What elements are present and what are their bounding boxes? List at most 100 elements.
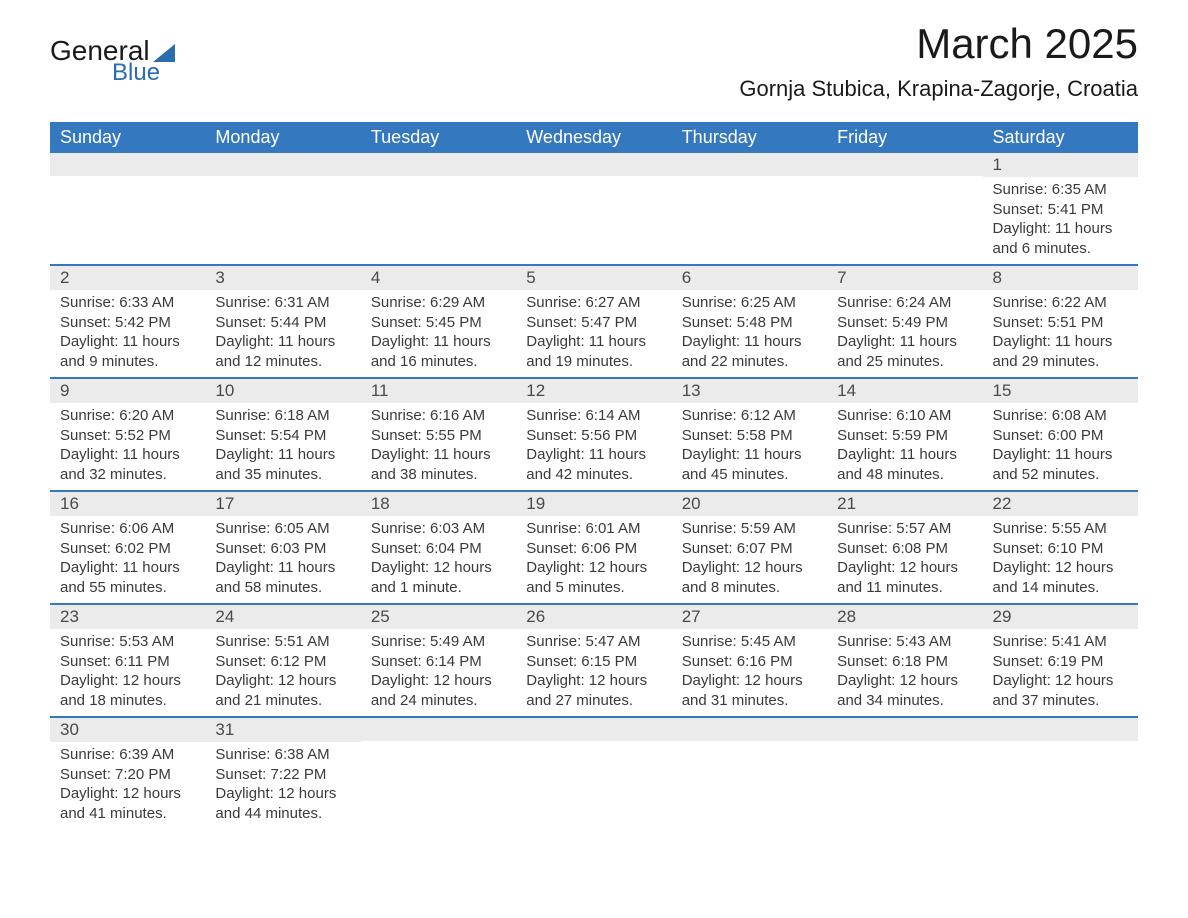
daylight-text-2: and 42 minutes.	[526, 465, 661, 485]
daylight-text-2: and 45 minutes.	[682, 465, 817, 485]
sunrise-text: Sunrise: 6:03 AM	[371, 519, 506, 539]
day-cell	[205, 153, 360, 265]
daylight-text-1: Daylight: 11 hours	[215, 332, 350, 352]
day-empty-header	[983, 718, 1138, 741]
daylight-text-1: Daylight: 11 hours	[993, 332, 1128, 352]
sunset-text: Sunset: 5:51 PM	[993, 313, 1128, 333]
day-number: 8	[983, 266, 1138, 290]
daylight-text-2: and 18 minutes.	[60, 691, 195, 711]
day-empty-header	[50, 153, 205, 176]
sunset-text: Sunset: 6:19 PM	[993, 652, 1128, 672]
day-cell: 11Sunrise: 6:16 AMSunset: 5:55 PMDayligh…	[361, 378, 516, 491]
calendar-week-row: 2Sunrise: 6:33 AMSunset: 5:42 PMDaylight…	[50, 265, 1138, 378]
sunrise-text: Sunrise: 6:35 AM	[993, 180, 1128, 200]
day-cell: 27Sunrise: 5:45 AMSunset: 6:16 PMDayligh…	[672, 604, 827, 717]
daylight-text-2: and 14 minutes.	[993, 578, 1128, 598]
sunset-text: Sunset: 5:44 PM	[215, 313, 350, 333]
daylight-text-1: Daylight: 11 hours	[837, 332, 972, 352]
sunrise-text: Sunrise: 6:12 AM	[682, 406, 817, 426]
daylight-text-2: and 41 minutes.	[60, 804, 195, 824]
sunset-text: Sunset: 6:00 PM	[993, 426, 1128, 446]
day-cell: 15Sunrise: 6:08 AMSunset: 6:00 PMDayligh…	[983, 378, 1138, 491]
day-number: 10	[205, 379, 360, 403]
sunset-text: Sunset: 5:47 PM	[526, 313, 661, 333]
day-header-thursday: Thursday	[672, 122, 827, 153]
sunrise-text: Sunrise: 6:14 AM	[526, 406, 661, 426]
calendar-week-row: 9Sunrise: 6:20 AMSunset: 5:52 PMDaylight…	[50, 378, 1138, 491]
daylight-text-2: and 16 minutes.	[371, 352, 506, 372]
daylight-text-1: Daylight: 11 hours	[993, 445, 1128, 465]
daylight-text-1: Daylight: 12 hours	[837, 671, 972, 691]
daylight-text-2: and 38 minutes.	[371, 465, 506, 485]
day-cell	[827, 153, 982, 265]
daylight-text-2: and 22 minutes.	[682, 352, 817, 372]
sunset-text: Sunset: 6:11 PM	[60, 652, 195, 672]
daylight-text-2: and 12 minutes.	[215, 352, 350, 372]
day-number: 2	[50, 266, 205, 290]
sunrise-text: Sunrise: 6:01 AM	[526, 519, 661, 539]
daylight-text-1: Daylight: 11 hours	[215, 445, 350, 465]
sunrise-text: Sunrise: 6:10 AM	[837, 406, 972, 426]
day-cell: 26Sunrise: 5:47 AMSunset: 6:15 PMDayligh…	[516, 604, 671, 717]
sunset-text: Sunset: 6:15 PM	[526, 652, 661, 672]
sunset-text: Sunset: 6:14 PM	[371, 652, 506, 672]
day-cell	[361, 153, 516, 265]
daylight-text-1: Daylight: 11 hours	[371, 445, 506, 465]
day-content: Sunrise: 6:20 AMSunset: 5:52 PMDaylight:…	[50, 403, 205, 490]
daylight-text-1: Daylight: 11 hours	[682, 445, 817, 465]
daylight-text-2: and 25 minutes.	[837, 352, 972, 372]
day-header-sunday: Sunday	[50, 122, 205, 153]
sunrise-text: Sunrise: 5:59 AM	[682, 519, 817, 539]
day-content: Sunrise: 6:27 AMSunset: 5:47 PMDaylight:…	[516, 290, 671, 377]
daylight-text-2: and 1 minute.	[371, 578, 506, 598]
day-cell: 2Sunrise: 6:33 AMSunset: 5:42 PMDaylight…	[50, 265, 205, 378]
sunset-text: Sunset: 6:18 PM	[837, 652, 972, 672]
day-number: 24	[205, 605, 360, 629]
day-content: Sunrise: 5:53 AMSunset: 6:11 PMDaylight:…	[50, 629, 205, 716]
day-number: 27	[672, 605, 827, 629]
day-content: Sunrise: 6:01 AMSunset: 6:06 PMDaylight:…	[516, 516, 671, 603]
month-title: March 2025	[739, 20, 1138, 68]
day-content: Sunrise: 5:59 AMSunset: 6:07 PMDaylight:…	[672, 516, 827, 603]
day-number: 31	[205, 718, 360, 742]
logo-blue-text: Blue	[112, 59, 160, 87]
day-empty-header	[827, 153, 982, 176]
daylight-text-1: Daylight: 12 hours	[60, 784, 195, 804]
day-number: 26	[516, 605, 671, 629]
sunset-text: Sunset: 7:22 PM	[215, 765, 350, 785]
day-empty-header	[205, 153, 360, 176]
day-empty-header	[516, 718, 671, 741]
day-cell: 18Sunrise: 6:03 AMSunset: 6:04 PMDayligh…	[361, 491, 516, 604]
daylight-text-1: Daylight: 11 hours	[682, 332, 817, 352]
daylight-text-1: Daylight: 11 hours	[215, 558, 350, 578]
daylight-text-2: and 48 minutes.	[837, 465, 972, 485]
day-number: 9	[50, 379, 205, 403]
daylight-text-2: and 9 minutes.	[60, 352, 195, 372]
day-content: Sunrise: 6:08 AMSunset: 6:00 PMDaylight:…	[983, 403, 1138, 490]
day-cell: 21Sunrise: 5:57 AMSunset: 6:08 PMDayligh…	[827, 491, 982, 604]
sunrise-text: Sunrise: 5:47 AM	[526, 632, 661, 652]
day-cell	[50, 153, 205, 265]
title-section: March 2025 Gornja Stubica, Krapina-Zagor…	[739, 20, 1138, 102]
day-content: Sunrise: 6:18 AMSunset: 5:54 PMDaylight:…	[205, 403, 360, 490]
day-number: 21	[827, 492, 982, 516]
day-cell: 8Sunrise: 6:22 AMSunset: 5:51 PMDaylight…	[983, 265, 1138, 378]
daylight-text-2: and 27 minutes.	[526, 691, 661, 711]
day-content: Sunrise: 6:16 AMSunset: 5:55 PMDaylight:…	[361, 403, 516, 490]
sunrise-text: Sunrise: 6:29 AM	[371, 293, 506, 313]
day-content: Sunrise: 6:24 AMSunset: 5:49 PMDaylight:…	[827, 290, 982, 377]
calendar-week-row: 1Sunrise: 6:35 AMSunset: 5:41 PMDaylight…	[50, 153, 1138, 265]
day-empty-header	[672, 153, 827, 176]
daylight-text-2: and 24 minutes.	[371, 691, 506, 711]
sunset-text: Sunset: 6:16 PM	[682, 652, 817, 672]
sunrise-text: Sunrise: 5:41 AM	[993, 632, 1128, 652]
day-content: Sunrise: 5:41 AMSunset: 6:19 PMDaylight:…	[983, 629, 1138, 716]
day-cell: 13Sunrise: 6:12 AMSunset: 5:58 PMDayligh…	[672, 378, 827, 491]
day-number: 12	[516, 379, 671, 403]
day-cell: 12Sunrise: 6:14 AMSunset: 5:56 PMDayligh…	[516, 378, 671, 491]
calendar-table: Sunday Monday Tuesday Wednesday Thursday…	[50, 122, 1138, 829]
sunrise-text: Sunrise: 6:20 AM	[60, 406, 195, 426]
sunset-text: Sunset: 6:12 PM	[215, 652, 350, 672]
sunset-text: Sunset: 5:42 PM	[60, 313, 195, 333]
daylight-text-2: and 11 minutes.	[837, 578, 972, 598]
